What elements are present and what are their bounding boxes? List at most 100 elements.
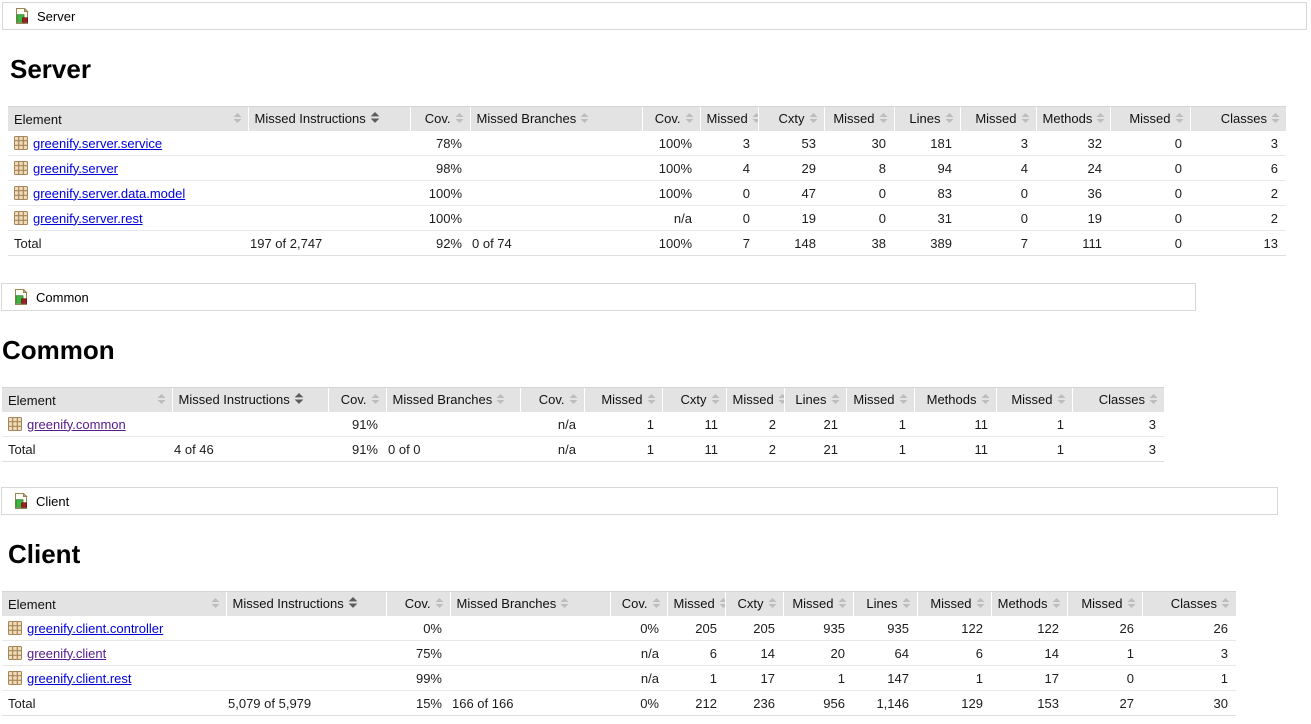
- col-classes[interactable]: Classes: [1071, 387, 1164, 412]
- col-missed-instructions-label: Missed Instructions: [254, 111, 366, 126]
- sort-icon[interactable]: [560, 597, 569, 612]
- col-missed-branches[interactable]: Missed Branches: [385, 387, 520, 412]
- col-element[interactable]: Element: [2, 387, 172, 412]
- sort-icon[interactable]: [233, 112, 242, 127]
- sort-icon[interactable]: [831, 393, 840, 408]
- package-link[interactable]: greenify.server.rest: [33, 210, 143, 226]
- sort-icon[interactable]: [981, 393, 990, 408]
- package-link[interactable]: greenify.common: [27, 416, 126, 432]
- col-cov-instructions[interactable]: Cov.: [327, 387, 386, 412]
- sort-icon[interactable]: [569, 393, 578, 408]
- package-link[interactable]: greenify.client: [27, 645, 107, 661]
- sort-icon[interactable]: [902, 597, 911, 612]
- col-cov-instructions[interactable]: Cov.: [385, 591, 450, 616]
- sort-icon[interactable]: [211, 597, 220, 612]
- sort-icon[interactable]: [976, 597, 985, 612]
- col-cov-instructions[interactable]: Cov.: [409, 106, 470, 131]
- sort-icon[interactable]: [435, 597, 444, 612]
- sort-icon[interactable]: [711, 393, 720, 408]
- col-missed-classes[interactable]: Missed: [995, 387, 1072, 412]
- sort-icon[interactable]: [778, 393, 784, 408]
- col-methods[interactable]: Methods: [990, 591, 1067, 616]
- sort-icon[interactable]: [809, 112, 818, 127]
- col-missed-methods[interactable]: Missed: [845, 387, 914, 412]
- col-lines[interactable]: Lines: [893, 106, 960, 131]
- col-cov-branches[interactable]: Cov.: [641, 106, 700, 131]
- col-missed-instructions[interactable]: Missed Instructions: [171, 387, 328, 412]
- col-missed-methods[interactable]: Missed: [916, 591, 991, 616]
- total-missed-instructions: 4 of 46: [172, 436, 328, 462]
- sort-icon[interactable]: [580, 112, 589, 127]
- sort-icon[interactable]: [1149, 393, 1158, 408]
- cell-missed-cxty: 4: [700, 155, 758, 181]
- package-link[interactable]: greenify.server.service: [33, 135, 163, 151]
- sort-icon[interactable]: [1052, 597, 1061, 612]
- sort-icon-active[interactable]: [294, 393, 304, 408]
- package-link[interactable]: greenify.server.data.model: [33, 185, 186, 201]
- col-lines[interactable]: Lines: [783, 387, 846, 412]
- sort-icon[interactable]: [752, 112, 758, 127]
- col-missed-classes[interactable]: Missed: [1066, 591, 1142, 616]
- sort-icon[interactable]: [1175, 112, 1184, 127]
- sort-icon-active[interactable]: [348, 597, 358, 612]
- col-methods[interactable]: Methods: [1035, 106, 1110, 131]
- col-missed-classes[interactable]: Missed: [1109, 106, 1190, 131]
- col-missed-instructions[interactable]: Missed Instructions: [225, 591, 386, 616]
- col-missed-cxty[interactable]: Missed: [583, 387, 662, 412]
- branches-coverage-pct: n/a: [610, 665, 667, 691]
- sort-icon[interactable]: [1127, 597, 1136, 612]
- col-missed-cxty[interactable]: Missed: [699, 106, 758, 131]
- col-classes[interactable]: Classes: [1189, 106, 1286, 131]
- cell-lines: 83: [894, 180, 960, 206]
- col-cxty[interactable]: Cxty: [661, 387, 726, 412]
- col-lines[interactable]: Lines: [852, 591, 917, 616]
- sort-icon[interactable]: [1057, 393, 1066, 408]
- sort-icon[interactable]: [838, 597, 847, 612]
- col-missed-instructions-label: Missed Instructions: [178, 392, 290, 407]
- package-link[interactable]: greenify.client.controller: [27, 620, 164, 636]
- sort-icon[interactable]: [371, 393, 380, 408]
- col-missed-lines[interactable]: Missed: [782, 591, 853, 616]
- package-link[interactable]: greenify.client.rest: [27, 670, 132, 686]
- col-cov-branches[interactable]: Cov.: [609, 591, 667, 616]
- col-missed-cxty[interactable]: Missed: [666, 591, 725, 616]
- sort-icon[interactable]: [768, 597, 777, 612]
- sort-icon[interactable]: [899, 393, 908, 408]
- col-missed-lines[interactable]: Missed: [725, 387, 784, 412]
- col-lines-label: Lines: [909, 111, 941, 126]
- col-missed-methods[interactable]: Missed: [959, 106, 1036, 131]
- sort-icon[interactable]: [647, 393, 656, 408]
- cell-classes: 2: [1190, 205, 1286, 231]
- sort-icon[interactable]: [455, 112, 464, 127]
- sort-icon[interactable]: [496, 393, 505, 408]
- col-methods[interactable]: Methods: [913, 387, 996, 412]
- col-cxty[interactable]: Cxty: [724, 591, 783, 616]
- sort-icon[interactable]: [1021, 112, 1030, 127]
- package-link[interactable]: greenify.server: [33, 160, 119, 176]
- sort-icon-active[interactable]: [370, 112, 380, 127]
- sort-icon[interactable]: [719, 597, 725, 612]
- col-element[interactable]: Element: [2, 591, 226, 616]
- total-lines: 1,146: [853, 690, 917, 716]
- col-classes[interactable]: Classes: [1141, 591, 1236, 616]
- sort-icon[interactable]: [1221, 597, 1230, 612]
- sort-icon[interactable]: [1271, 112, 1280, 127]
- col-cov-branches[interactable]: Cov.: [519, 387, 584, 412]
- col-element[interactable]: Element: [8, 106, 248, 131]
- sort-icon[interactable]: [879, 112, 888, 127]
- sort-icon[interactable]: [685, 112, 694, 127]
- sort-icon[interactable]: [945, 112, 954, 127]
- col-missed-branches[interactable]: Missed Branches: [449, 591, 610, 616]
- col-missed-lines[interactable]: Missed: [823, 106, 894, 131]
- report-icon: [13, 289, 29, 305]
- col-missed-instructions[interactable]: Missed Instructions: [247, 106, 410, 131]
- branches-coverage-pct: 100%: [642, 155, 700, 181]
- col-missed-branches[interactable]: Missed Branches: [469, 106, 642, 131]
- sort-icon[interactable]: [1096, 112, 1105, 127]
- col-cxty[interactable]: Cxty: [757, 106, 824, 131]
- col-missed-branches-label: Missed Branches: [456, 596, 557, 611]
- sort-icon[interactable]: [157, 393, 166, 408]
- sort-icon[interactable]: [652, 597, 661, 612]
- coverage-table: Element Missed Instructions Cov. Missed …: [2, 591, 1236, 716]
- col-cov-label: Cov.: [654, 111, 681, 126]
